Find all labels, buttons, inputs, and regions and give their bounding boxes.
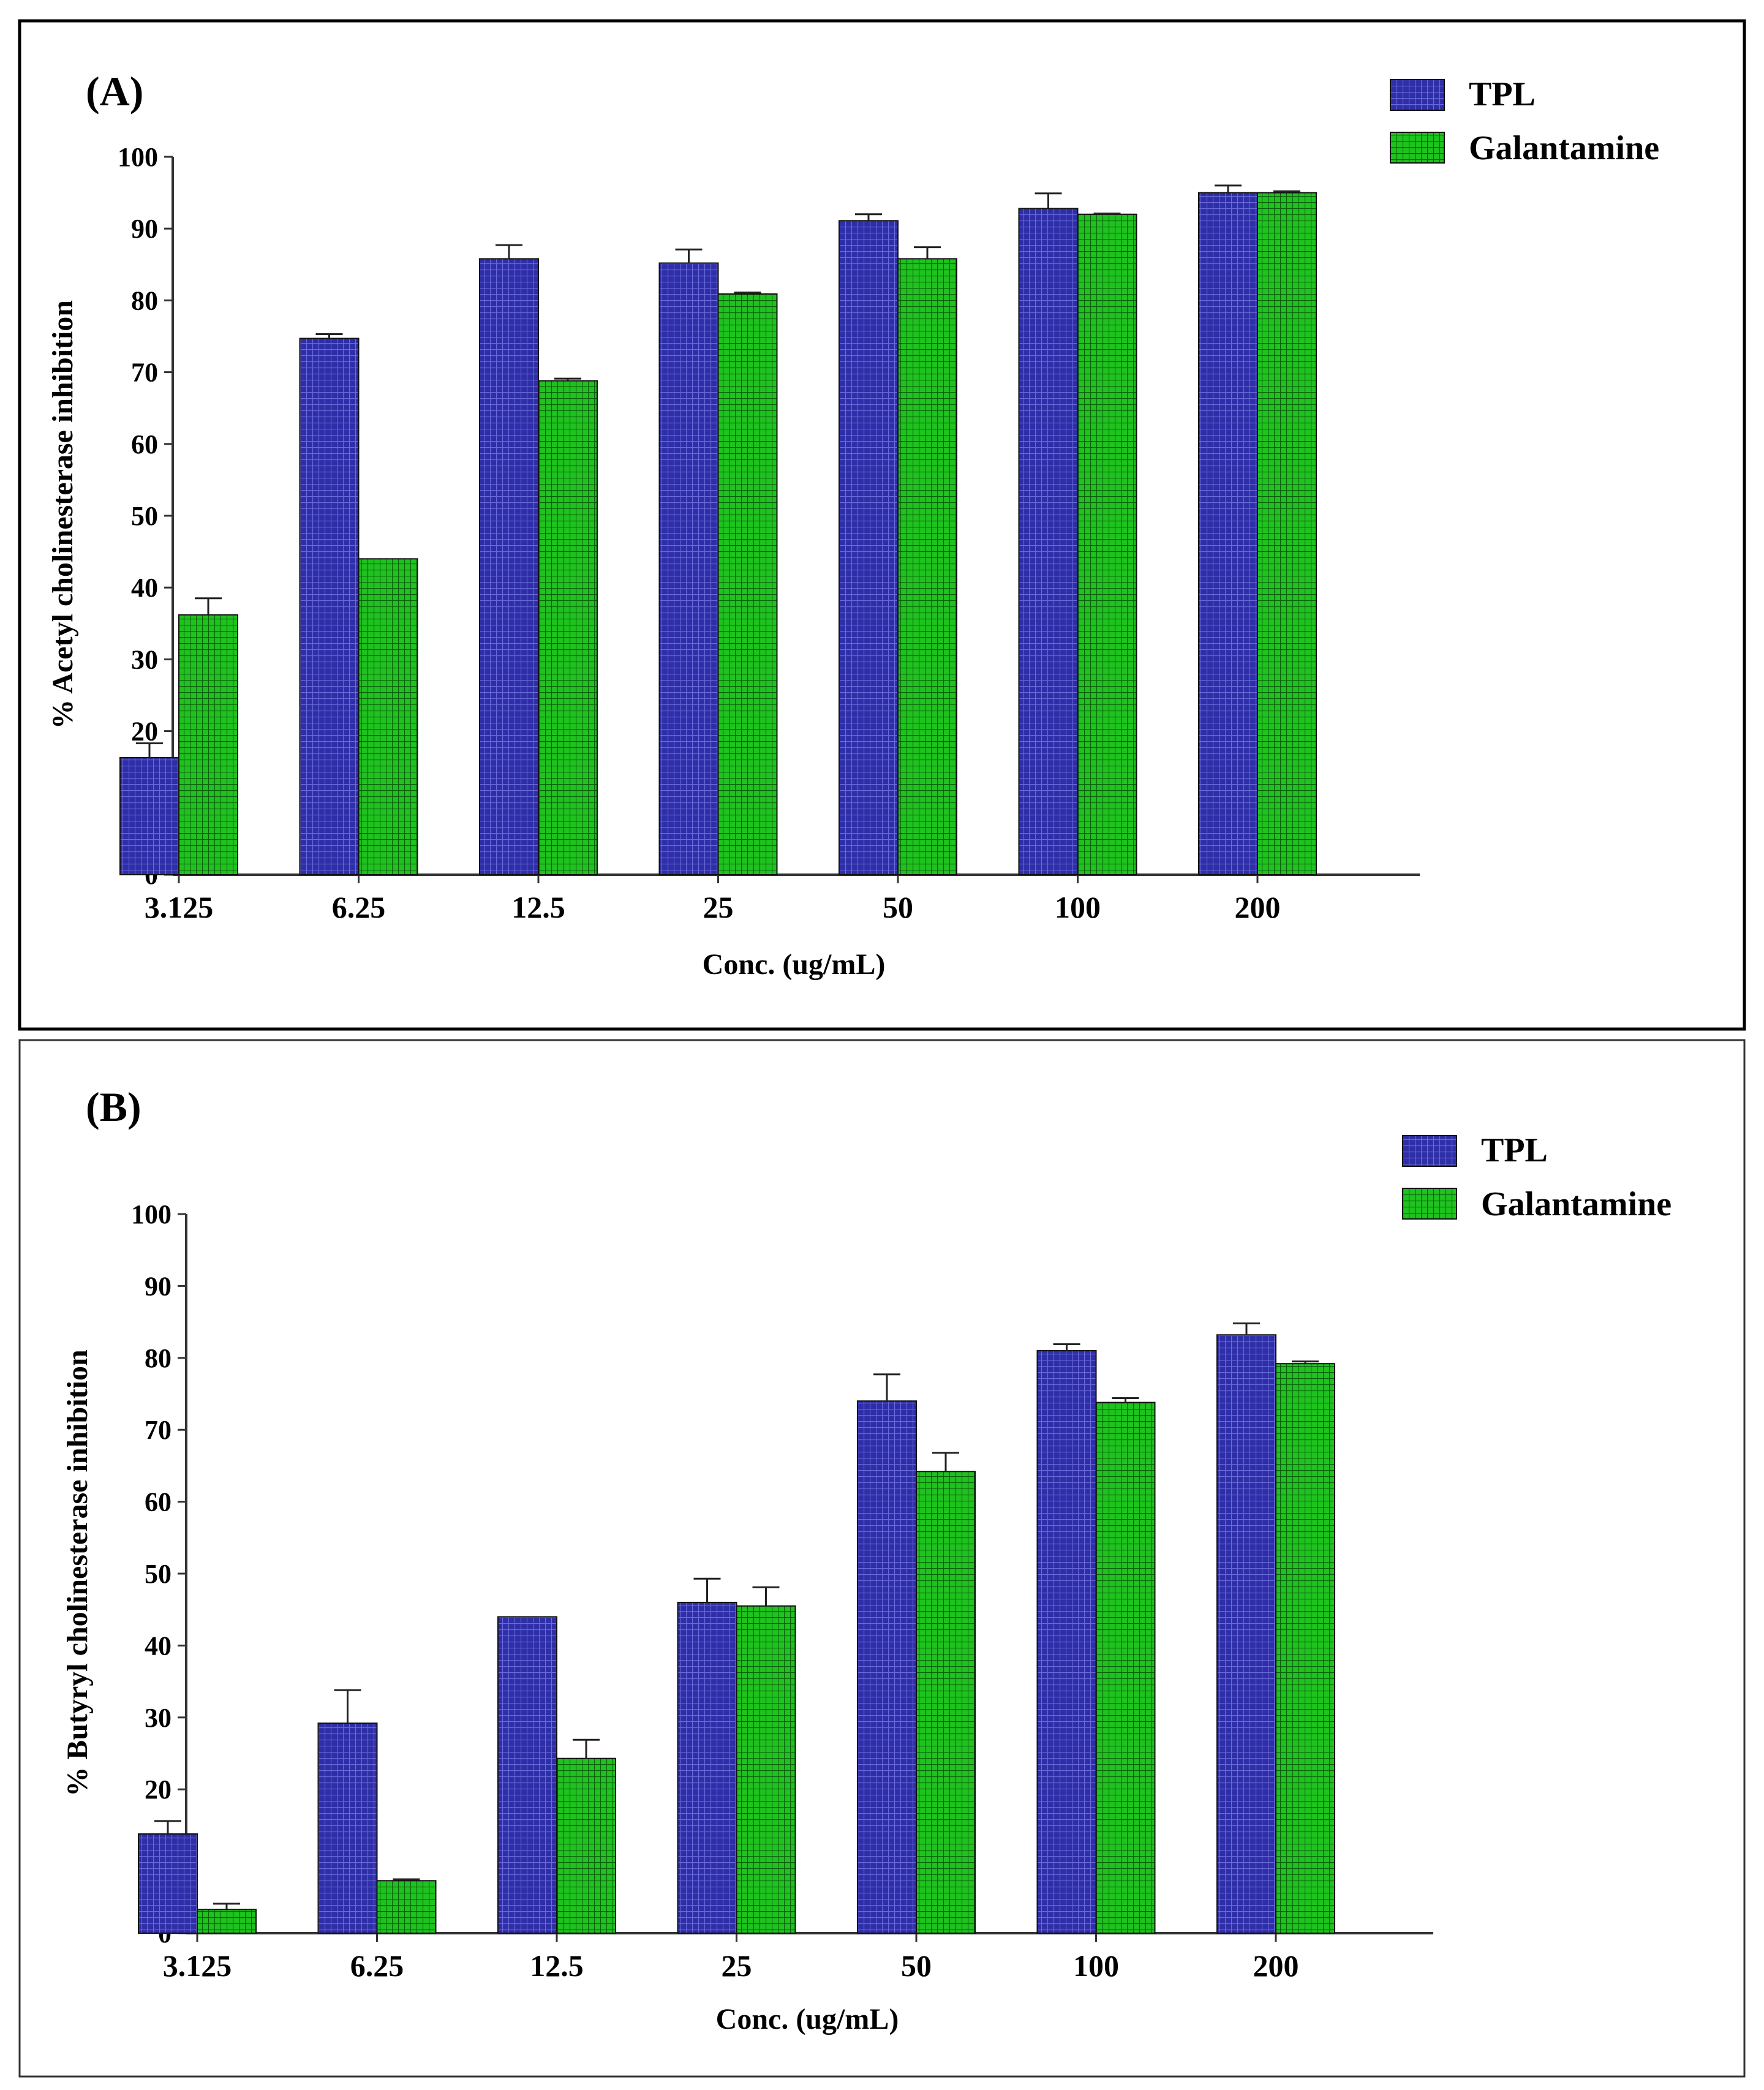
- legend-b-swatch-galantamine: [1402, 1188, 1457, 1220]
- panel-a-y-tick-label: 40: [131, 573, 158, 603]
- bar-tpl: [1198, 192, 1258, 876]
- bar-tpl: [299, 338, 360, 875]
- panel-a-x-axis-title: Conc. (ug/mL): [703, 948, 886, 981]
- legend-b-swatch-tpl: [1402, 1135, 1457, 1167]
- panel-b-x-axis-title: Conc. (ug/mL): [716, 2003, 899, 2035]
- bar-galantamine: [1275, 1363, 1335, 1934]
- panel-b-y-tick-label: 20: [145, 1775, 172, 1805]
- legend-a-label-tpl: TPL: [1469, 75, 1536, 113]
- panel-b-category-label: 6.25: [350, 1949, 404, 1983]
- panel-a-y-tick-label: 100: [118, 142, 158, 172]
- panel-a-y-axis-title: % Acetyl cholinesterase inhibition: [47, 300, 79, 729]
- panel-a-category-label: 25: [703, 890, 734, 924]
- panel-a-category-label: 200: [1235, 890, 1281, 924]
- bar-tpl: [138, 1833, 198, 1934]
- bar-galantamine: [916, 1471, 976, 1934]
- panel-b-category-label: 25: [722, 1949, 752, 1983]
- bar-galantamine: [736, 1605, 796, 1934]
- legend-a: TPL Galantamine: [1390, 75, 1659, 167]
- panel-b-y-tick-label: 80: [145, 1343, 172, 1373]
- panel-a-category-label: 3.125: [145, 890, 214, 924]
- panel-b-y-tick-label: 30: [145, 1703, 172, 1733]
- bar-tpl: [1018, 208, 1079, 875]
- bar-tpl: [497, 1616, 557, 1934]
- panel-a-label: (A): [86, 68, 143, 115]
- panel-b-plot: 01020304050607080901003.1256.2512.525501…: [131, 1199, 1433, 1983]
- panel-b-y-tick-label: 50: [145, 1559, 172, 1589]
- bar-galantamine: [178, 614, 238, 876]
- bar-galantamine: [1095, 1402, 1156, 1934]
- legend-b: TPL Galantamine: [1402, 1131, 1672, 1223]
- legend-a-swatch-tpl: [1390, 79, 1445, 111]
- panel-b-category-label: 3.125: [163, 1949, 232, 1983]
- panel-b-y-axis-title: % Butyryl cholinesterase inhibition: [61, 1349, 94, 1796]
- panel-b-category-label: 100: [1073, 1949, 1119, 1983]
- panel-b-category-label: 12.5: [530, 1949, 584, 1983]
- bar-galantamine: [897, 258, 957, 875]
- bar-tpl: [119, 756, 179, 875]
- panel-a-y-tick-label: 30: [131, 644, 158, 674]
- panel-a-y-tick-label: 70: [131, 358, 158, 388]
- bar-tpl: [479, 258, 539, 875]
- panel-b-y-tick-label: 60: [145, 1487, 172, 1517]
- bar-tpl: [677, 1601, 737, 1934]
- panel-b-y-tick-label: 40: [145, 1631, 172, 1661]
- bar-galantamine: [538, 380, 598, 875]
- bar-galantamine: [376, 1880, 437, 1934]
- panel-a-category-label: 12.5: [511, 890, 565, 924]
- panel-a: (A) TPL Galantamine % Acetyl cholinester…: [18, 19, 1746, 1031]
- bar-tpl: [839, 220, 899, 876]
- bar-galantamine: [358, 558, 418, 875]
- panel-b: (B) TPL Galantamine % Butyryl cholineste…: [18, 1039, 1746, 2078]
- bar-galantamine: [1257, 192, 1317, 876]
- panel-a-y-tick-label: 20: [131, 717, 158, 747]
- legend-b-label-tpl: TPL: [1481, 1131, 1548, 1169]
- bar-tpl: [317, 1722, 378, 1934]
- panel-a-category-label: 50: [883, 890, 913, 924]
- bar-tpl: [857, 1400, 917, 1934]
- legend-a-label-galantamine: Galantamine: [1469, 129, 1659, 167]
- legend-b-label-galantamine: Galantamine: [1481, 1185, 1672, 1223]
- panel-b-y-tick-label: 90: [145, 1271, 172, 1301]
- bar-galantamine: [197, 1909, 257, 1934]
- panel-b-category-label: 50: [901, 1949, 932, 1983]
- panel-a-y-tick-label: 90: [131, 214, 158, 244]
- panel-a-y-tick-label: 80: [131, 285, 158, 315]
- legend-a-swatch-galantamine: [1390, 132, 1445, 164]
- bar-galantamine: [1077, 213, 1137, 875]
- panel-a-y-tick-label: 50: [131, 501, 158, 531]
- bar-tpl: [658, 262, 719, 875]
- panel-a-category-label: 100: [1055, 890, 1101, 924]
- bar-galantamine: [717, 293, 778, 875]
- bar-galantamine: [556, 1757, 616, 1934]
- bar-tpl: [1216, 1334, 1276, 1934]
- panel-a-plot: 01020304050607080901003.1256.2512.525501…: [118, 142, 1420, 924]
- panel-b-label: (B): [86, 1084, 141, 1130]
- panel-b-y-tick-label: 70: [145, 1415, 172, 1445]
- panel-a-category-label: 6.25: [332, 890, 386, 924]
- panel-b-category-label: 200: [1253, 1949, 1299, 1983]
- panel-a-y-tick-label: 60: [131, 429, 158, 459]
- panel-b-y-tick-label: 100: [131, 1199, 172, 1229]
- bar-tpl: [1036, 1350, 1097, 1934]
